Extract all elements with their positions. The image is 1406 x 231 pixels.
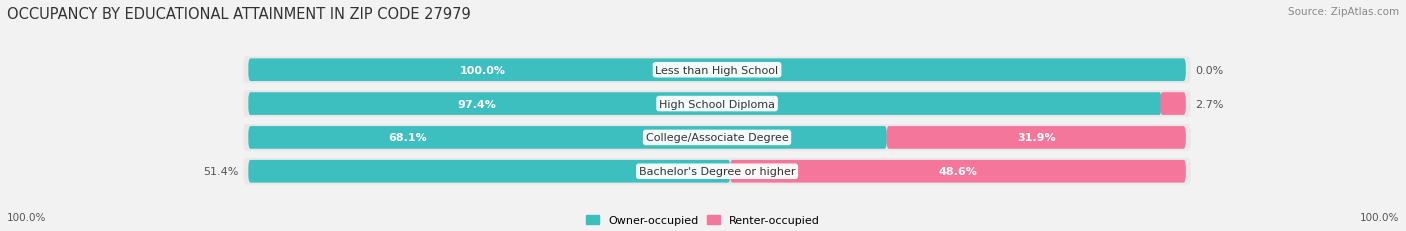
Text: 100.0%: 100.0% <box>1360 212 1399 222</box>
Text: College/Associate Degree: College/Associate Degree <box>645 133 789 143</box>
FancyBboxPatch shape <box>249 127 887 149</box>
FancyBboxPatch shape <box>249 93 1161 116</box>
Text: 51.4%: 51.4% <box>204 167 239 176</box>
Text: 68.1%: 68.1% <box>388 133 427 143</box>
FancyBboxPatch shape <box>249 160 730 183</box>
Text: 2.7%: 2.7% <box>1195 99 1223 109</box>
FancyBboxPatch shape <box>249 59 1185 82</box>
Text: 0.0%: 0.0% <box>1195 65 1223 75</box>
FancyBboxPatch shape <box>1160 93 1185 116</box>
Text: 100.0%: 100.0% <box>460 65 506 75</box>
Text: 48.6%: 48.6% <box>939 167 977 176</box>
FancyBboxPatch shape <box>243 125 1191 151</box>
Text: 31.9%: 31.9% <box>1017 133 1056 143</box>
Text: Source: ZipAtlas.com: Source: ZipAtlas.com <box>1288 7 1399 17</box>
FancyBboxPatch shape <box>887 127 1185 149</box>
Text: 97.4%: 97.4% <box>457 99 496 109</box>
Legend: Owner-occupied, Renter-occupied: Owner-occupied, Renter-occupied <box>586 215 820 225</box>
Text: High School Diploma: High School Diploma <box>659 99 775 109</box>
FancyBboxPatch shape <box>243 57 1191 84</box>
FancyBboxPatch shape <box>243 158 1191 185</box>
Text: OCCUPANCY BY EDUCATIONAL ATTAINMENT IN ZIP CODE 27979: OCCUPANCY BY EDUCATIONAL ATTAINMENT IN Z… <box>7 7 471 22</box>
Text: Bachelor's Degree or higher: Bachelor's Degree or higher <box>638 167 796 176</box>
FancyBboxPatch shape <box>730 160 1185 183</box>
Text: 100.0%: 100.0% <box>7 212 46 222</box>
FancyBboxPatch shape <box>243 91 1191 117</box>
Text: Less than High School: Less than High School <box>655 65 779 75</box>
